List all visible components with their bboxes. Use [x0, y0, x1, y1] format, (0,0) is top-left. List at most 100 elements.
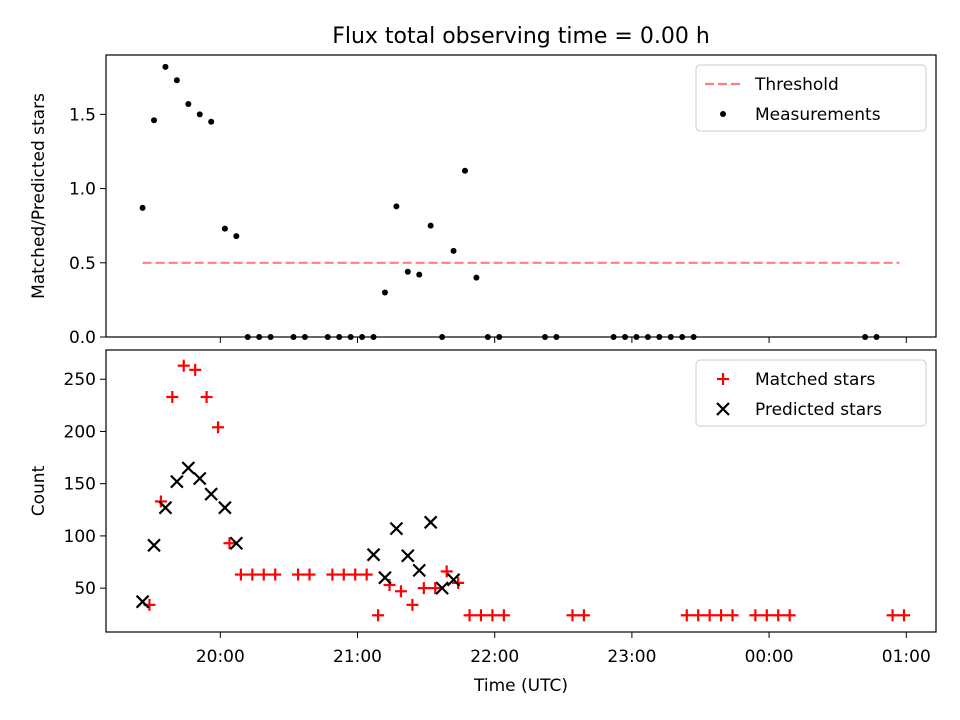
legend-label: Matched stars	[755, 370, 875, 390]
x-tick-label: 22:00	[470, 647, 519, 667]
marker-stroke	[147, 538, 161, 553]
x-tick-label: 23:00	[607, 647, 656, 667]
matched-star-marker	[177, 359, 190, 372]
y-tick-label: 100	[64, 527, 96, 547]
predicted-star-marker	[135, 594, 150, 609]
measurement-point	[359, 334, 366, 340]
measurement-point	[644, 334, 651, 340]
measurement-point	[381, 289, 388, 296]
marker-stroke	[446, 572, 461, 587]
legend-matched-swatch	[717, 373, 729, 385]
matched-star-marker	[680, 609, 693, 622]
matched-star-marker	[886, 609, 899, 622]
legend: Threshold Measurements	[695, 64, 927, 132]
y-axis-label: Count	[29, 465, 49, 516]
matched-star-marker	[440, 565, 453, 578]
legend-predicted-swatch	[716, 402, 730, 416]
measurement-point	[139, 204, 146, 211]
marker-stroke	[158, 500, 173, 515]
marker-stroke	[366, 547, 381, 562]
matched-star-marker	[189, 363, 202, 376]
matched-star-marker	[566, 609, 579, 622]
matched-star-marker	[406, 598, 419, 611]
measurement-point	[196, 111, 203, 118]
matched-star-marker	[429, 582, 442, 595]
measurement-point	[370, 334, 377, 340]
marker-stroke	[192, 471, 207, 486]
marker-stroke	[378, 570, 392, 585]
measurement-point	[873, 334, 880, 340]
measurement-point	[450, 247, 457, 254]
measurement-point	[221, 225, 228, 232]
predicted-star-marker	[229, 536, 244, 551]
predicted-star-marker	[389, 521, 404, 536]
predicted-star-marker	[412, 563, 427, 578]
matched-star-marker	[783, 609, 796, 622]
axes-frame	[105, 54, 937, 338]
matched-star-marker	[200, 391, 213, 403]
measurement-point	[496, 334, 503, 340]
x-tick-label: 21:00	[333, 647, 382, 667]
measurement-point	[393, 203, 400, 210]
measurement-point	[267, 334, 274, 340]
y-tick-label: 150	[64, 475, 96, 495]
predicted-star-marker	[423, 515, 438, 530]
predicted-star-marker	[158, 500, 173, 515]
matched-star-marker	[760, 609, 773, 622]
measurement-point	[427, 222, 434, 229]
marker-stroke	[204, 487, 218, 501]
matched-star-marker	[154, 495, 167, 508]
predicted-star-marker	[218, 500, 232, 515]
predicted-star-marker	[435, 581, 449, 595]
measurement-point	[473, 274, 480, 281]
measurement-point	[290, 334, 297, 340]
matched-star-marker	[749, 609, 762, 622]
measurement-point	[610, 334, 617, 340]
marker-stroke	[135, 594, 150, 609]
matched-star-marker	[337, 568, 350, 581]
marker-stroke	[181, 461, 196, 475]
matched-star-marker	[726, 609, 739, 622]
measurement-point	[244, 334, 251, 340]
marker-stroke	[389, 521, 404, 536]
legend-label: Predicted stars	[755, 400, 882, 420]
y-tick-label: 250	[64, 370, 96, 390]
matched-star-marker	[223, 537, 236, 550]
y-tick-label: 0.5	[69, 254, 96, 274]
legend: Matched stars Predicted stars	[695, 359, 927, 427]
predicted-star-marker	[446, 572, 461, 587]
y-tick-label: 0.0	[69, 328, 96, 348]
matched-star-marker	[166, 391, 179, 403]
predicted-star-marker	[366, 547, 381, 562]
matched-star-marker	[486, 609, 499, 622]
predicted-star-marker	[147, 538, 161, 553]
marker-stroke	[401, 548, 415, 563]
marker-stroke	[435, 581, 449, 595]
matched-star-marker	[463, 609, 476, 622]
matched-star-marker	[292, 568, 305, 581]
measurement-point	[439, 334, 446, 340]
measurement-point	[679, 334, 686, 340]
ratio-panel: 0.0 0.5 1.0 1.5 Matched/Predicted stars Thres…	[29, 54, 937, 348]
matched-star-marker	[303, 568, 316, 581]
measurement-point	[151, 117, 158, 124]
legend-label: Measurements	[755, 105, 881, 125]
matched-star-marker	[577, 609, 590, 622]
predicted-star-marker	[192, 471, 207, 486]
matched-star-marker	[269, 568, 282, 581]
matched-star-marker	[772, 609, 785, 622]
measurement-point	[324, 334, 331, 340]
measurement-point	[461, 167, 468, 174]
count-panel: 50 100 150 200 250 20:00 21:00 22:00 23:00 00:00 0…	[29, 349, 937, 696]
marker-stroke	[218, 500, 232, 515]
predicted-star-marker	[204, 487, 218, 501]
matched-star-marker	[234, 568, 247, 581]
predicted-star-marker	[378, 570, 392, 585]
marker-stroke	[229, 536, 244, 551]
y-tick-label: 1.5	[69, 105, 96, 125]
measurement-point	[690, 334, 697, 340]
measurement-point	[336, 334, 343, 340]
measurement-point	[173, 77, 180, 84]
x-tick-label: 20:00	[196, 647, 245, 667]
